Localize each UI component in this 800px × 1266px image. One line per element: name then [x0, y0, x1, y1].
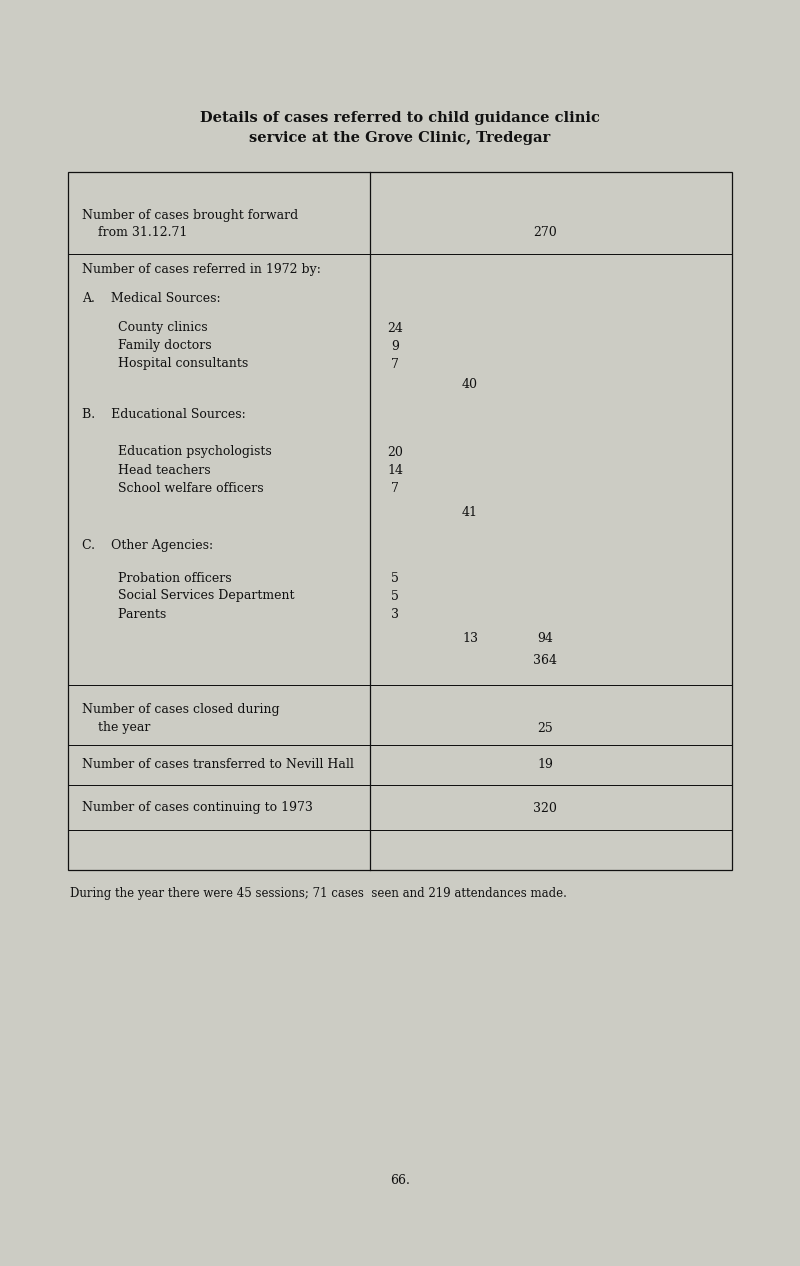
- Text: Parents: Parents: [82, 608, 166, 620]
- Text: County clinics: County clinics: [82, 322, 208, 334]
- Text: Number of cases referred in 1972 by:: Number of cases referred in 1972 by:: [82, 263, 321, 276]
- Text: 24: 24: [387, 322, 403, 334]
- Text: C.    Other Agencies:: C. Other Agencies:: [82, 538, 213, 552]
- Text: A.    Medical Sources:: A. Medical Sources:: [82, 291, 221, 305]
- Text: Details of cases referred to child guidance clinic: Details of cases referred to child guida…: [200, 111, 600, 125]
- Text: 9: 9: [391, 339, 399, 352]
- Text: 25: 25: [537, 722, 553, 734]
- Text: 320: 320: [533, 801, 557, 814]
- Text: Probation officers: Probation officers: [82, 571, 232, 585]
- Text: Number of cases closed during: Number of cases closed during: [82, 704, 280, 717]
- Text: from 31.12.71: from 31.12.71: [82, 227, 187, 239]
- Text: service at the Grove Clinic, Tredegar: service at the Grove Clinic, Tredegar: [250, 130, 550, 146]
- Text: Number of cases transferred to Nevill Hall: Number of cases transferred to Nevill Ha…: [82, 758, 354, 771]
- Text: Hospital consultants: Hospital consultants: [82, 357, 248, 371]
- Text: 19: 19: [537, 758, 553, 771]
- Text: Number of cases continuing to 1973: Number of cases continuing to 1973: [82, 801, 313, 814]
- Text: Education psychologists: Education psychologists: [82, 446, 272, 458]
- Text: 94: 94: [537, 632, 553, 644]
- Text: Social Services Department: Social Services Department: [82, 590, 294, 603]
- Text: During the year there were 45 sessions; 71 cases  seen and 219 attendances made.: During the year there were 45 sessions; …: [70, 886, 567, 900]
- Text: Number of cases brought forward: Number of cases brought forward: [82, 209, 298, 222]
- Text: 3: 3: [391, 608, 399, 620]
- Text: 5: 5: [391, 571, 399, 585]
- Text: 13: 13: [462, 632, 478, 644]
- Text: School welfare officers: School welfare officers: [82, 481, 264, 495]
- Text: 41: 41: [462, 505, 478, 519]
- Text: 40: 40: [462, 379, 478, 391]
- Text: 14: 14: [387, 463, 403, 476]
- Text: Head teachers: Head teachers: [82, 463, 210, 476]
- Text: 364: 364: [533, 653, 557, 666]
- Text: 20: 20: [387, 446, 403, 458]
- Text: 7: 7: [391, 481, 399, 495]
- Text: 5: 5: [391, 590, 399, 603]
- Text: the year: the year: [82, 722, 150, 734]
- Text: 270: 270: [533, 227, 557, 239]
- Bar: [68, 172, 732, 870]
- Text: 66.: 66.: [390, 1174, 410, 1186]
- Text: Family doctors: Family doctors: [82, 339, 212, 352]
- Text: 7: 7: [391, 357, 399, 371]
- Text: B.    Educational Sources:: B. Educational Sources:: [82, 409, 246, 422]
